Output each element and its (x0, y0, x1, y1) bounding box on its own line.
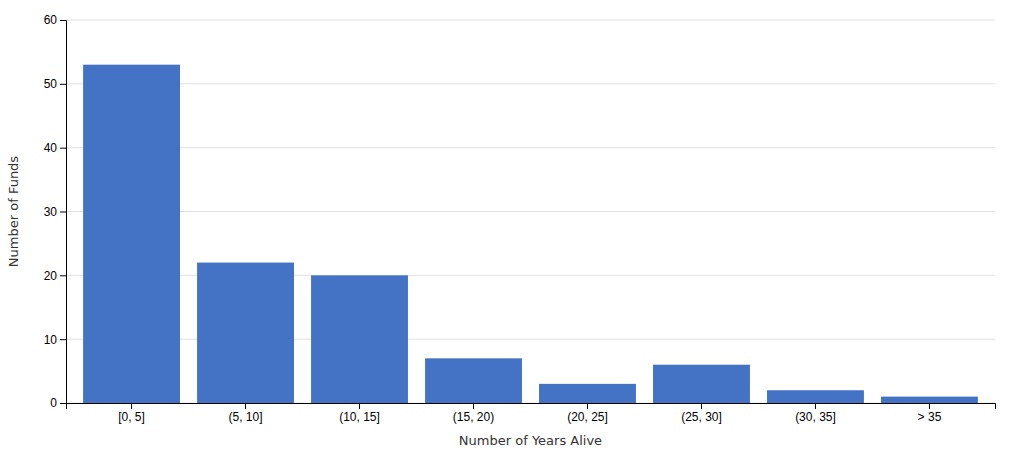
y-tick-label: 40 (44, 141, 58, 155)
x-tick-label: (10, 15] (339, 410, 380, 424)
x-tick-label: (5, 10] (229, 410, 263, 424)
y-tick: 60 (44, 13, 66, 27)
x-tick: > 35 (918, 403, 942, 424)
y-tick: 0 (50, 396, 66, 410)
bar (311, 275, 408, 403)
y-tick-mark (60, 275, 66, 276)
y-tick: 10 (44, 333, 66, 347)
x-tick-mark (815, 403, 816, 409)
bar (539, 384, 636, 403)
y-tick-mark (60, 20, 66, 21)
y-tick-label: 50 (44, 77, 58, 91)
x-tick-mark (131, 403, 132, 409)
x-tick-label: [0, 5] (118, 410, 145, 424)
y-tick: 50 (44, 77, 66, 91)
grid-line (66, 147, 995, 148)
x-tick-mark (245, 403, 246, 409)
x-axis-line (67, 404, 996, 410)
x-tick-mark (359, 403, 360, 409)
y-tick-mark (60, 403, 66, 404)
x-tick: (25, 30] (681, 403, 722, 424)
y-tick-label: 60 (44, 13, 58, 27)
bar (425, 358, 522, 403)
x-tick-mark (587, 403, 588, 409)
x-tick-label: > 35 (918, 410, 942, 424)
chart: [0, 5] (5, 10] (10, 15] (15, 20) (20, 25] (25… (0, 0, 1015, 459)
x-axis: [0, 5] (5, 10] (10, 15] (15, 20) (20, 25] (25… (67, 403, 996, 424)
x-tick-mark (701, 403, 702, 409)
bar (653, 365, 750, 403)
bars (83, 65, 978, 403)
grid (66, 20, 995, 403)
x-tick: (20, 25] (567, 403, 608, 424)
plot: [0, 5] (5, 10] (10, 15] (15, 20) (20, 25] (25… (44, 13, 996, 423)
y-tick-label: 20 (44, 269, 58, 283)
bar (881, 397, 978, 403)
y-axis-line (60, 21, 67, 404)
y-tick-mark (60, 148, 66, 149)
x-tick-mark (473, 403, 474, 409)
y-tick-label: 10 (44, 333, 58, 347)
grid-line (66, 211, 995, 212)
x-tick: (15, 20) (453, 403, 494, 424)
x-axis-title: Number of Years Alive (459, 433, 602, 448)
x-tick-label: (20, 25] (567, 410, 608, 424)
y-tick: 20 (44, 269, 66, 283)
x-tick: (5, 10] (229, 403, 263, 424)
y-axis-title: Number of Funds (6, 156, 21, 268)
x-tick-label: (25, 30] (681, 410, 722, 424)
x-tick: [0, 5] (118, 403, 145, 424)
y-tick-label: 0 (50, 396, 57, 410)
y-tick-mark (60, 84, 66, 85)
y-tick-mark (60, 212, 66, 213)
y-tick-mark (60, 339, 66, 340)
x-tick: (30, 35] (795, 403, 836, 424)
y-tick: 30 (44, 205, 66, 219)
x-tick-mark (929, 403, 930, 409)
grid-line (66, 20, 995, 21)
bar (197, 263, 294, 403)
y-tick: 40 (44, 141, 66, 155)
y-axis: 0 10 20 30 40 50 60 (44, 13, 67, 410)
y-tick-label: 30 (44, 205, 58, 219)
grid-line (66, 83, 995, 84)
bar (767, 390, 864, 403)
x-tick: (10, 15] (339, 403, 380, 424)
x-tick-label: (30, 35] (795, 410, 836, 424)
bar (83, 65, 180, 403)
x-tick-label: (15, 20) (453, 410, 494, 424)
